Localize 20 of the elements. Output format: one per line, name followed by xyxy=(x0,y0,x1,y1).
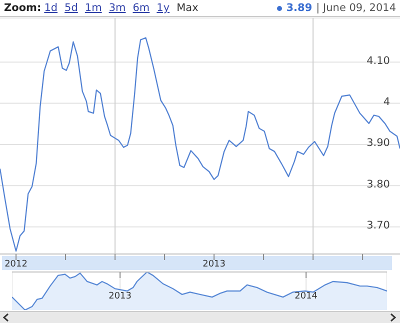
text: 1d xyxy=(44,2,58,14)
text: 1m xyxy=(84,2,102,14)
text: 1y xyxy=(156,2,170,14)
text: 3m xyxy=(108,2,126,14)
y-tick-label: 3.90 xyxy=(366,137,390,150)
text: Zoom: xyxy=(4,2,42,14)
text: 3.89 xyxy=(286,2,312,14)
x-tick-label: 2014 xyxy=(294,291,318,302)
y-tick-label: 3.70 xyxy=(366,220,390,232)
y-tick-label: 3.80 xyxy=(366,178,390,190)
text: | June 09, 2014 xyxy=(316,2,396,14)
y-tick-label: 4.10 xyxy=(366,54,390,67)
line-series xyxy=(0,37,400,252)
text: Max xyxy=(176,2,198,14)
text: 5d xyxy=(64,2,78,14)
x-tick-label: 2012 xyxy=(4,259,28,270)
text: 6m xyxy=(132,2,150,14)
y-tick-label: 4 xyxy=(383,96,390,108)
x-tick-label: 2013 xyxy=(108,291,132,302)
x-tick-label: 2013 xyxy=(202,259,226,270)
